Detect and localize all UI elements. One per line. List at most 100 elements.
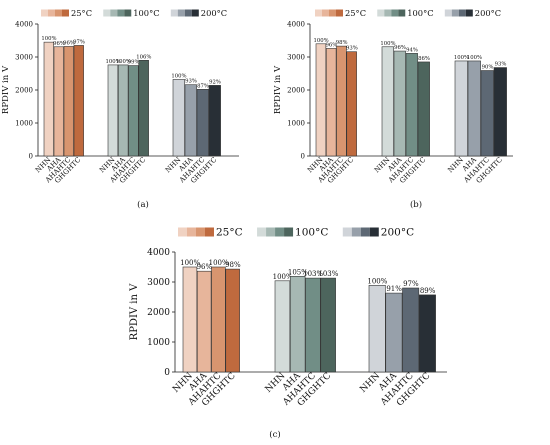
bar [117, 64, 129, 157]
legend-label: 25°C [216, 227, 243, 239]
y-tick-label: 3000 [287, 53, 305, 61]
legend-swatch [391, 9, 399, 17]
data-label: 90% [482, 65, 494, 71]
data-label: 100% [171, 73, 186, 79]
data-label: 86% [418, 56, 430, 62]
bar [289, 275, 306, 373]
bar [184, 84, 197, 157]
legend-swatch [103, 9, 111, 17]
legend-swatch [322, 9, 329, 17]
legend-swatch [48, 9, 55, 17]
legend-item: 200°C [342, 227, 414, 239]
legend-item: 100°C [377, 8, 434, 18]
data-label: 91% [386, 285, 402, 293]
legend: 25°C 100°C 200°C [315, 8, 501, 18]
legend-swatch [178, 227, 187, 237]
legend-swatch [62, 9, 69, 17]
bar [346, 51, 357, 157]
legend-label: 200°C [475, 8, 501, 18]
chart-panel-2: 25°C 100°C 200°C 0 1000 2000 3000 4000 RPDIV in … [273, 8, 513, 210]
legend-label: 100°C [295, 227, 328, 239]
bar [274, 280, 291, 373]
bar [381, 46, 394, 157]
legend-label: 25°C [345, 8, 366, 18]
legend-swatch [55, 9, 62, 17]
legend-item: 25°C [178, 227, 243, 239]
y-tick-label: 0 [301, 152, 305, 160]
y-tick-label: 4000 [147, 248, 170, 258]
legend-label: 100°C [407, 8, 433, 18]
bar [320, 277, 336, 373]
bar [393, 50, 406, 157]
legend-label: 100°C [133, 8, 159, 18]
data-label: 100% [380, 41, 395, 47]
bar [107, 64, 119, 157]
legend-swatch [110, 9, 118, 17]
y-axis-label: RPDIV in V [129, 283, 140, 340]
legend-swatch [41, 9, 48, 17]
legend-item: 100°C [103, 8, 160, 18]
y-tick-label: 2000 [147, 308, 170, 318]
bar [182, 266, 198, 373]
bar [138, 59, 149, 157]
legend-swatch [124, 9, 132, 17]
legend-item: 200°C [170, 8, 227, 18]
legend-swatch [384, 9, 392, 17]
data-label: 103% [318, 270, 338, 278]
bar [208, 85, 221, 157]
data-label: 94% [406, 47, 418, 53]
data-label: 100% [273, 273, 293, 281]
bar [315, 43, 327, 157]
bar [211, 266, 226, 373]
y-tick-label: 4000 [287, 20, 305, 28]
y-tick-label: 3000 [15, 53, 33, 61]
bar [405, 53, 418, 157]
bar [417, 61, 430, 157]
data-label: 100% [467, 55, 482, 61]
legend-swatch [336, 9, 343, 17]
panel-caption: (a) [137, 199, 149, 210]
data-label: 92% [209, 79, 221, 85]
bar [480, 70, 494, 157]
legend-swatch [266, 227, 276, 237]
legend-swatch [170, 9, 178, 17]
data-label: 106% [136, 54, 151, 60]
legend-swatch [117, 9, 125, 17]
legend: 25°C 100°C 200°C [41, 8, 227, 18]
bar [196, 270, 212, 373]
legend-swatch [315, 9, 322, 17]
data-label: 100% [209, 259, 229, 267]
data-label: 93% [346, 46, 358, 52]
legend-item: 25°C [315, 8, 366, 18]
legend-swatch [275, 227, 285, 237]
data-label: 105% [288, 268, 308, 276]
data-label: 100% [367, 277, 387, 285]
y-axis-label: RPDIV in V [1, 65, 11, 114]
legend-swatch [458, 9, 466, 17]
bar [385, 292, 403, 373]
bar [493, 67, 507, 157]
legend-swatch [342, 227, 352, 237]
data-label: 100% [106, 59, 121, 65]
data-label: 98% [225, 261, 241, 269]
panel-caption: (c) [269, 429, 280, 440]
bar [402, 287, 420, 373]
legend-label: 25°C [71, 8, 92, 18]
y-tick-label: 3000 [147, 278, 170, 288]
legend-label: 200°C [381, 227, 414, 239]
bar [467, 60, 481, 157]
legend-swatch [351, 227, 361, 237]
data-label: 96% [325, 42, 337, 48]
bar [418, 294, 436, 373]
bar [225, 268, 240, 373]
panel-caption: (b) [410, 199, 422, 210]
bar [454, 60, 468, 157]
y-tick-label: 1000 [147, 338, 170, 348]
bar [53, 46, 64, 157]
